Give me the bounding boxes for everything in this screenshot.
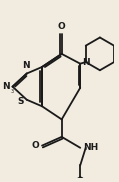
Text: O: O xyxy=(31,141,39,150)
Text: O: O xyxy=(58,22,66,31)
Text: NH: NH xyxy=(83,143,98,152)
Text: N: N xyxy=(22,61,30,70)
Text: 3: 3 xyxy=(10,89,14,94)
Text: N: N xyxy=(2,82,9,91)
Text: S: S xyxy=(17,97,23,106)
Text: N: N xyxy=(82,58,90,67)
